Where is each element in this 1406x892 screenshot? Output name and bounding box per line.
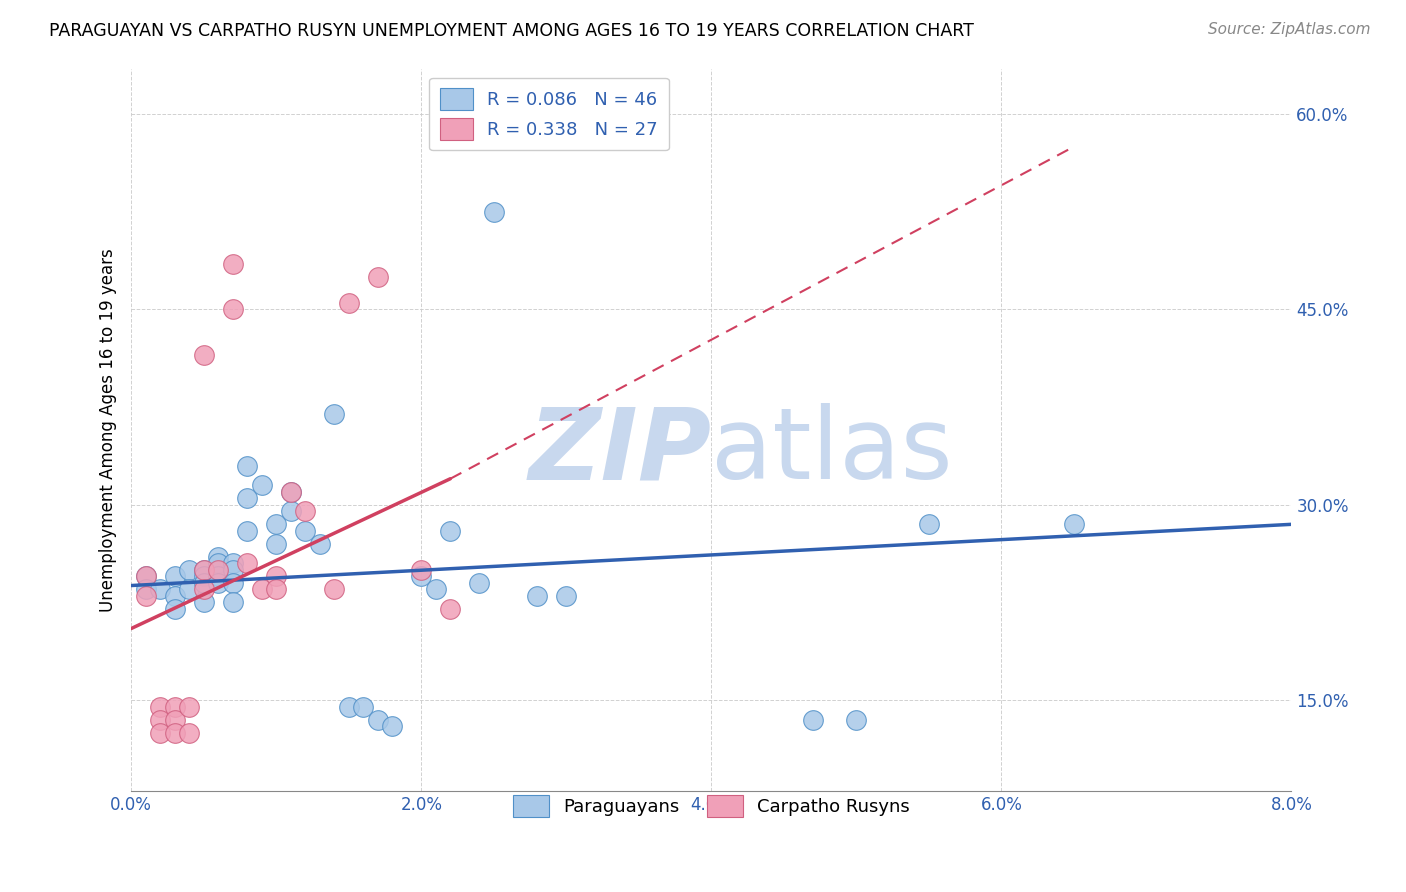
Point (250, 582, 273, 597)
Point (352, 699, 374, 714)
Point (280, 484, 302, 499)
Point (149, 725, 172, 739)
Point (801, 713, 824, 727)
Point (149, 582, 172, 597)
Point (193, 569, 215, 583)
Point (381, 719, 404, 733)
Point (526, 589, 548, 603)
Point (439, 524, 461, 538)
Point (367, 269, 389, 284)
Point (207, 576, 229, 591)
Point (163, 589, 186, 603)
Point (337, 699, 360, 714)
Text: ZIP: ZIP (529, 403, 711, 500)
Point (207, 569, 229, 583)
Point (163, 602, 186, 616)
Point (264, 582, 287, 597)
Point (411, 563, 433, 577)
Point (294, 524, 316, 538)
Text: atlas: atlas (711, 403, 953, 500)
Point (845, 713, 868, 727)
Point (222, 576, 245, 591)
Point (264, 569, 287, 583)
Point (163, 569, 186, 583)
Point (193, 576, 215, 591)
Point (135, 589, 157, 603)
Point (193, 563, 215, 577)
Point (280, 504, 302, 518)
Point (280, 484, 302, 499)
Legend: Paraguayans, Carpatho Rusyns: Paraguayans, Carpatho Rusyns (503, 786, 920, 826)
Text: PARAGUAYAN VS CARPATHO RUSYN UNEMPLOYMENT AMONG AGES 16 TO 19 YEARS CORRELATION : PARAGUAYAN VS CARPATHO RUSYN UNEMPLOYMEN… (49, 22, 974, 40)
Point (337, 296, 360, 310)
Point (264, 537, 287, 551)
Text: Source: ZipAtlas.com: Source: ZipAtlas.com (1208, 22, 1371, 37)
Point (918, 517, 941, 532)
Point (1063, 517, 1085, 532)
Point (193, 348, 215, 362)
Point (308, 537, 330, 551)
Point (222, 302, 245, 317)
Point (222, 557, 245, 571)
Point (135, 569, 157, 583)
Point (163, 725, 186, 739)
Point (163, 699, 186, 714)
Point (193, 563, 215, 577)
Point (149, 699, 172, 714)
Y-axis label: Unemployment Among Ages 16 to 19 years: Unemployment Among Ages 16 to 19 years (100, 248, 117, 612)
Point (207, 557, 229, 571)
Point (179, 582, 201, 597)
Point (149, 713, 172, 727)
Point (236, 458, 259, 473)
Point (264, 517, 287, 532)
Point (222, 563, 245, 577)
Point (555, 589, 578, 603)
Point (222, 257, 245, 271)
Point (411, 569, 433, 583)
Point (236, 524, 259, 538)
Point (294, 504, 316, 518)
Point (179, 563, 201, 577)
Point (425, 582, 447, 597)
Point (367, 713, 389, 727)
Point (323, 582, 346, 597)
Point (439, 602, 461, 616)
Point (236, 491, 259, 506)
Point (179, 699, 201, 714)
Point (179, 725, 201, 739)
Point (482, 204, 505, 219)
Point (222, 595, 245, 609)
Point (207, 549, 229, 564)
Point (135, 582, 157, 597)
Point (193, 582, 215, 597)
Point (250, 478, 273, 492)
Point (163, 713, 186, 727)
Point (207, 563, 229, 577)
Point (135, 569, 157, 583)
Point (468, 576, 491, 591)
Point (236, 557, 259, 571)
Point (193, 595, 215, 609)
Point (323, 407, 346, 421)
